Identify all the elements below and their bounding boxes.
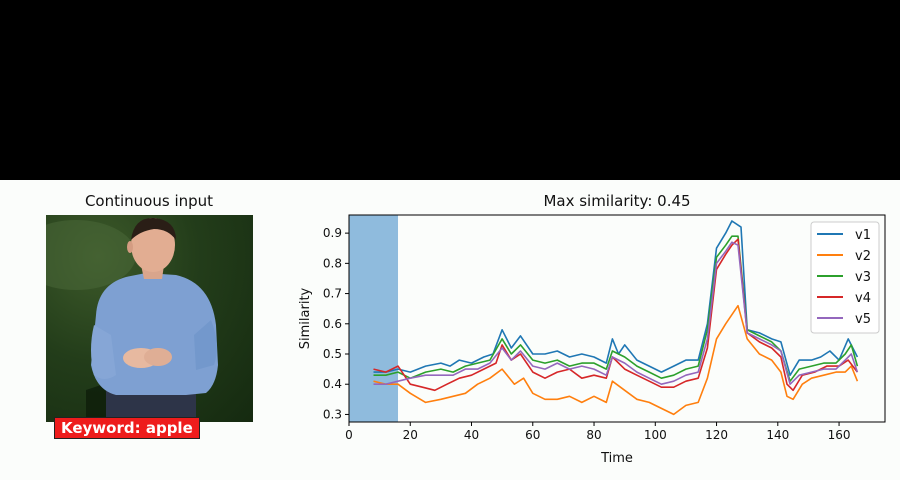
series-lines [373, 220, 859, 416]
series-line-v1 [373, 220, 859, 376]
x-tick-label: 0 [345, 428, 353, 442]
legend-label-v2: v2 [855, 249, 871, 264]
legend-label-v4: v4 [855, 291, 871, 306]
y-tick-label: 0.3 [323, 407, 342, 421]
legend-label-v1: v1 [855, 228, 871, 243]
legend-box [810, 221, 880, 334]
series-line-v4 [373, 238, 859, 392]
y-tick-label: 0.8 [323, 256, 342, 270]
x-tick-label: 20 [403, 428, 418, 442]
initial-window-shade [349, 215, 399, 422]
legend: v1 v2 v3 v4 v5 [810, 221, 880, 334]
video-frame [46, 215, 253, 422]
chart-title: Max similarity: 0.45 [543, 192, 690, 210]
presenter-image [46, 217, 218, 422]
keyword-badge: Keyword: apple [54, 417, 200, 439]
top-black-band [0, 0, 900, 180]
x-tick-label: 120 [705, 428, 728, 442]
series-line-v5 [373, 241, 859, 385]
video-panel-title: Continuous input [84, 192, 214, 210]
x-tick-label: 160 [828, 428, 851, 442]
y-axis-label: Similarity [298, 287, 313, 349]
y-tick-label: 0.4 [323, 377, 342, 391]
legend-label-v3: v3 [855, 270, 871, 285]
plot-area-frame [348, 214, 886, 423]
y-tick-label: 0.7 [323, 287, 342, 301]
x-tick-label: 40 [464, 428, 479, 442]
x-axis-ticks: 0 20 40 60 80 100 120 140 160 [345, 422, 851, 442]
x-tick-label: 100 [644, 428, 667, 442]
x-axis-label: Time [600, 451, 633, 466]
legend-label-v5: v5 [855, 312, 871, 327]
x-tick-label: 140 [766, 428, 789, 442]
y-tick-label: 0.6 [323, 317, 342, 331]
series-line-v2 [373, 304, 859, 416]
y-tick-label: 0.5 [323, 347, 342, 361]
x-tick-label: 80 [586, 428, 601, 442]
y-axis-ticks: 0.3 0.4 0.5 0.6 0.7 0.8 0.9 [323, 226, 349, 421]
y-tick-label: 0.9 [323, 226, 342, 240]
x-tick-label: 60 [525, 428, 540, 442]
